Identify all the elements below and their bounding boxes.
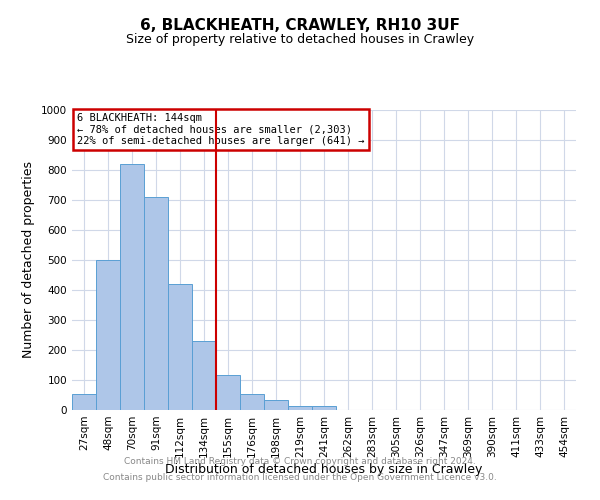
Bar [240,394,264,410]
Bar [312,406,336,410]
X-axis label: Distribution of detached houses by size in Crawley: Distribution of detached houses by size … [166,462,482,475]
Text: Size of property relative to detached houses in Crawley: Size of property relative to detached ho… [126,32,474,46]
Bar [216,375,240,410]
Bar [192,341,216,410]
Bar [168,284,192,410]
Text: 6, BLACKHEATH, CRAWLEY, RH10 3UF: 6, BLACKHEATH, CRAWLEY, RH10 3UF [140,18,460,32]
Y-axis label: Number of detached properties: Number of detached properties [22,162,35,358]
Bar [288,406,312,410]
Text: 6 BLACKHEATH: 144sqm
← 78% of detached houses are smaller (2,303)
22% of semi-de: 6 BLACKHEATH: 144sqm ← 78% of detached h… [77,113,365,146]
Text: Contains HM Land Registry data © Crown copyright and database right 2024.: Contains HM Land Registry data © Crown c… [124,458,476,466]
Bar [120,164,144,410]
Bar [264,400,288,410]
Bar [96,260,120,410]
Bar [144,197,168,410]
Bar [72,394,96,410]
Text: Contains public sector information licensed under the Open Government Licence v3: Contains public sector information licen… [103,472,497,482]
